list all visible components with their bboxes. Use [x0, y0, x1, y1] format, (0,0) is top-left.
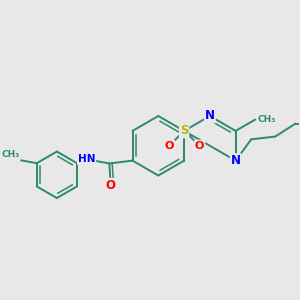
- Text: CH₃: CH₃: [257, 115, 276, 124]
- Text: O: O: [106, 179, 116, 192]
- Text: O: O: [165, 141, 174, 151]
- Text: S: S: [180, 124, 188, 137]
- Text: N: N: [231, 154, 241, 167]
- Text: O: O: [195, 141, 204, 151]
- Text: CH₃: CH₃: [2, 150, 20, 159]
- Text: HN: HN: [78, 154, 95, 164]
- Text: N: N: [205, 110, 215, 122]
